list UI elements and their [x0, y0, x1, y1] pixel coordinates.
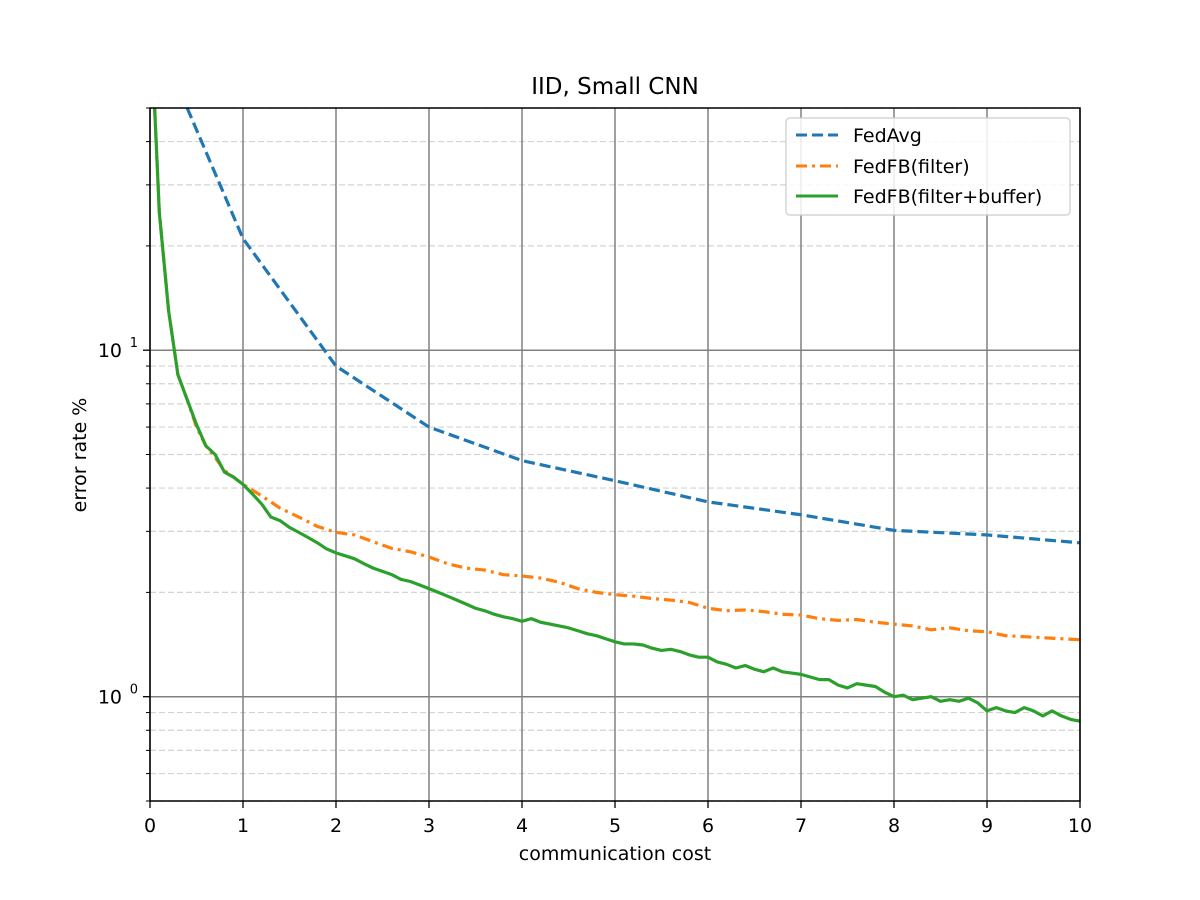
- x-tick-label: 3: [423, 815, 435, 837]
- chart-title: IID, Small CNN: [531, 74, 699, 100]
- y-tick-label-exponent: 1: [130, 336, 138, 351]
- y-tick-label: 10: [98, 340, 122, 362]
- y-tick-label-exponent: 0: [130, 683, 138, 698]
- legend-label-fedfb-filter: FedFB(filter): [853, 156, 970, 178]
- series-line-fedfb-filter: [153, 108, 1080, 642]
- legend-label-fedfb-filter-buffer: FedFB(filter+buffer): [853, 186, 1042, 208]
- series-line-fedfb-filter-buffer: [153, 108, 1080, 723]
- x-axis-label: communication cost: [519, 843, 711, 865]
- legend-label-fedavg: FedAvg: [853, 125, 922, 147]
- x-tick-label: 4: [516, 815, 528, 837]
- legend: FedAvg FedFB(filter) FedFB(filter+buffer…: [785, 117, 1071, 216]
- legend-box: [785, 117, 1071, 216]
- x-tick-label: 5: [609, 815, 621, 837]
- x-tick-label: 10: [1068, 815, 1092, 837]
- x-tick-label: 1: [237, 815, 249, 837]
- y-axis-label: error rate %: [69, 398, 91, 513]
- axis-ticks: 0 1 2 3 4 5 6 7 8 9 10 10 0 10 1: [98, 107, 1092, 837]
- x-tick-label: 2: [330, 815, 342, 837]
- x-tick-label: 6: [702, 815, 714, 837]
- y-tick-label: 10: [98, 687, 122, 709]
- x-tick-label: 9: [981, 815, 993, 837]
- x-tick-label: 7: [795, 815, 807, 837]
- series-lines: [153, 108, 1080, 723]
- series-line-fedavg: [185, 108, 1080, 545]
- x-tick-label: 0: [144, 815, 156, 837]
- x-tick-label: 8: [888, 815, 900, 837]
